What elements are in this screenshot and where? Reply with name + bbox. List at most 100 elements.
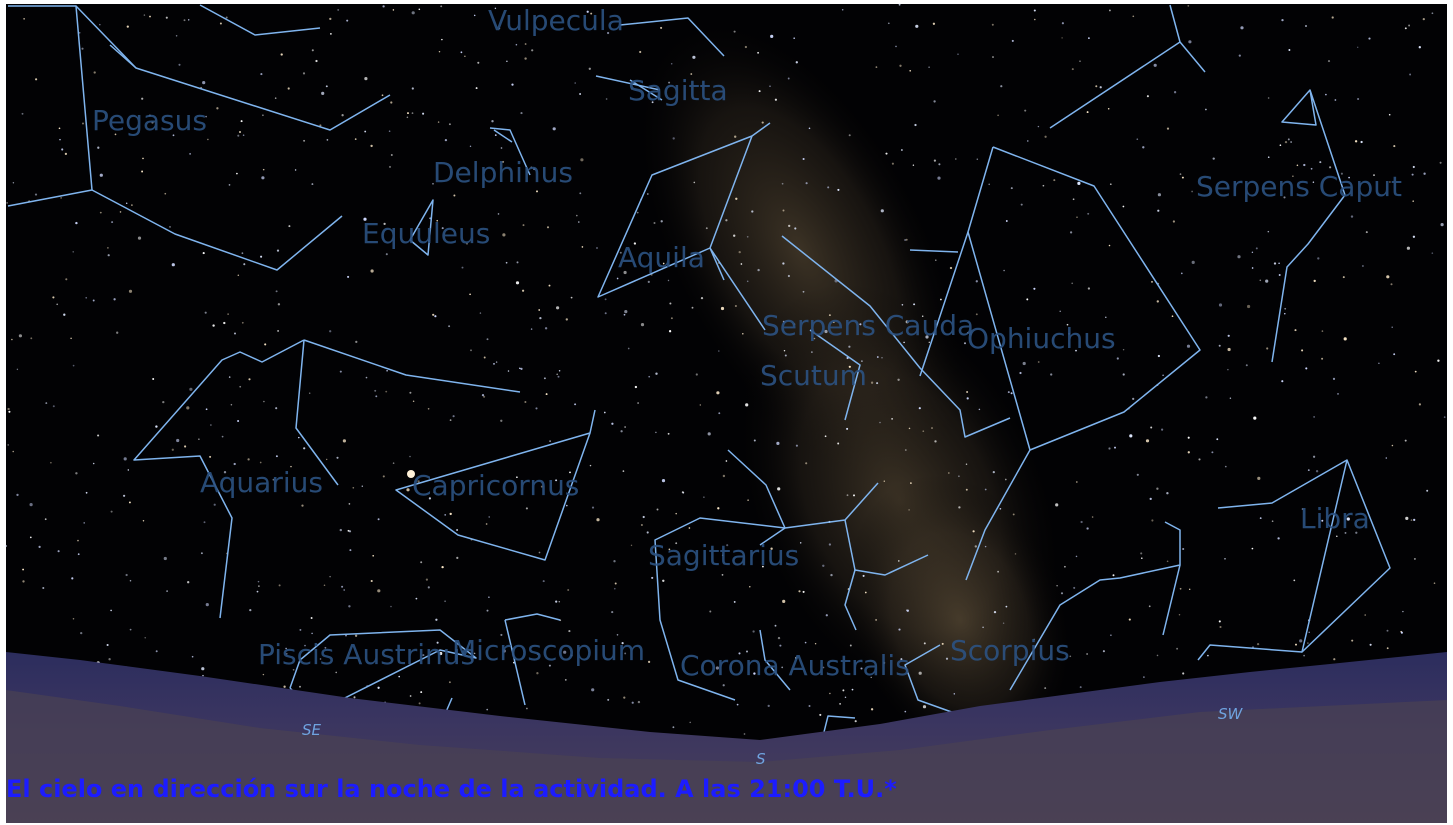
star [288,87,290,89]
star [456,557,458,559]
star [689,527,691,529]
star [623,697,625,699]
star [1173,220,1175,222]
star [559,601,560,602]
star [81,48,83,50]
star [582,246,584,248]
star [1187,345,1190,348]
star [1303,164,1305,166]
star [1114,447,1116,449]
star [275,97,277,99]
star [409,392,411,394]
star [805,642,807,644]
star [393,9,395,11]
star [262,114,264,116]
star [669,330,671,332]
star [226,16,228,18]
star [407,117,409,119]
star [1147,95,1149,97]
star [476,87,478,89]
star [1044,136,1046,138]
star [206,603,209,606]
star [201,667,204,670]
star [796,61,798,63]
star [1207,655,1209,657]
star [8,411,10,413]
star [1216,438,1218,440]
star [1266,347,1268,349]
star [829,693,830,694]
star [1405,517,1408,520]
star [341,586,343,588]
star [450,513,452,515]
star [617,278,619,280]
star [93,300,95,302]
star [1024,110,1026,112]
star [1252,252,1253,253]
star [212,324,214,326]
star [116,332,118,334]
star [865,592,867,594]
star [589,68,591,70]
star [775,625,777,627]
star [349,549,351,551]
star [1109,9,1111,11]
star [453,415,455,417]
star [1086,527,1088,529]
star [130,629,132,631]
star [1389,114,1391,116]
star [419,9,421,11]
star [1437,360,1439,362]
star [1308,632,1309,633]
star [1227,369,1229,371]
star [352,487,354,489]
star [383,475,385,477]
star [1247,305,1250,308]
constellation-label: Pegasus [92,104,207,137]
star [1156,488,1158,490]
star [1205,109,1207,111]
star [204,521,206,523]
star [341,114,343,116]
star [141,98,143,100]
star [1113,574,1115,576]
star [343,439,346,442]
star [1239,55,1241,57]
star [229,376,231,378]
star [1141,557,1143,559]
star [1413,236,1415,238]
star [692,56,695,59]
star [934,160,936,162]
star [374,390,376,392]
star [412,11,415,14]
star [1021,204,1023,206]
star [605,312,607,314]
star [957,53,959,55]
star [1140,552,1142,554]
star [1167,128,1169,130]
star [876,66,878,68]
star [611,423,613,425]
star [349,530,351,532]
star [60,197,62,199]
star [444,600,446,602]
star [386,370,388,372]
star [651,577,653,579]
star [940,299,942,301]
star [488,516,489,517]
star [842,9,844,11]
star [723,475,725,477]
star [745,403,748,406]
star [78,553,80,555]
star [35,194,37,196]
star [1070,231,1072,233]
star [1137,474,1139,476]
star [811,351,812,352]
star [549,440,551,442]
star [966,391,968,393]
star [261,176,264,179]
star [655,373,657,375]
star [933,23,935,25]
star [1151,519,1153,521]
star [371,269,374,272]
